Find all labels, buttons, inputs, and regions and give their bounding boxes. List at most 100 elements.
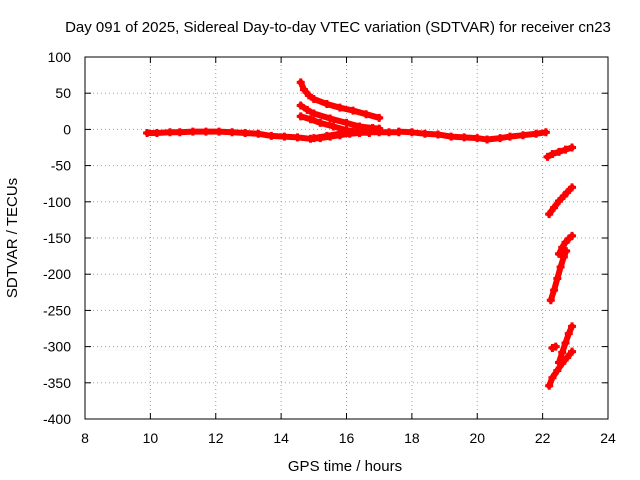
data-point xyxy=(553,366,562,375)
data-point xyxy=(362,110,371,119)
data-point xyxy=(375,125,384,134)
y-axis-label: SDTVAR / TECUs xyxy=(4,178,21,298)
data-point xyxy=(322,100,331,109)
data-point xyxy=(519,131,528,140)
data-point xyxy=(554,358,563,367)
data-point xyxy=(254,129,263,138)
data-point xyxy=(384,128,393,137)
data-point xyxy=(304,91,313,100)
x-axis-label: GPS time / hours xyxy=(288,458,402,475)
y-axis-ticks: 100 50 0 -50 -100 -150 -200 -250 -300 -350 -400 xyxy=(43,49,608,427)
data-point xyxy=(568,231,577,240)
data-point xyxy=(280,132,289,141)
data-point xyxy=(496,134,505,143)
data-point xyxy=(306,115,315,124)
chart-title: Day 091 of 2025, Sidereal Day-to-day VTE… xyxy=(65,19,611,36)
data-point xyxy=(215,127,224,136)
data-layer xyxy=(143,78,577,390)
data-point xyxy=(561,145,570,154)
data-point xyxy=(349,127,358,136)
x-tick-label: 8 xyxy=(81,430,89,446)
data-point xyxy=(342,118,351,127)
data-point xyxy=(563,188,572,197)
data-point xyxy=(545,381,554,390)
data-point xyxy=(296,78,305,87)
data-point xyxy=(568,143,577,152)
data-point xyxy=(564,329,573,338)
data-point xyxy=(228,128,237,137)
data-point xyxy=(558,348,567,357)
data-point xyxy=(349,106,358,115)
series-drop-5 xyxy=(548,342,560,353)
data-point xyxy=(568,347,577,356)
y-tick-label: -300 xyxy=(43,339,71,355)
data-point xyxy=(267,131,276,140)
data-point xyxy=(375,113,384,122)
series-drop-6 xyxy=(545,347,577,390)
y-tick-label: -100 xyxy=(43,194,71,210)
data-point xyxy=(434,130,443,139)
data-point xyxy=(447,132,456,141)
data-point xyxy=(548,150,557,159)
x-tick-label: 10 xyxy=(143,430,159,446)
data-point xyxy=(165,128,174,137)
data-point xyxy=(296,112,305,121)
grid xyxy=(85,57,608,419)
data-point xyxy=(556,262,565,271)
data-point xyxy=(316,118,325,127)
x-tick-label: 20 xyxy=(469,430,485,446)
data-point xyxy=(201,127,210,136)
series-drop-2 xyxy=(545,183,577,219)
x-tick-label: 16 xyxy=(339,430,355,446)
data-point xyxy=(553,274,562,283)
data-point xyxy=(541,128,550,137)
y-tick-label: 100 xyxy=(48,49,72,65)
data-point xyxy=(335,129,344,138)
data-point xyxy=(559,252,568,261)
y-tick-label: -250 xyxy=(43,302,71,318)
data-point xyxy=(546,296,555,305)
data-point xyxy=(568,183,577,192)
data-point xyxy=(293,133,302,142)
x-axis-ticks: 8 10 12 14 16 18 20 22 24 xyxy=(81,57,616,446)
data-point xyxy=(309,134,318,143)
data-point xyxy=(473,134,482,143)
data-point xyxy=(309,109,318,118)
data-point xyxy=(143,129,152,138)
y-tick-label: -400 xyxy=(43,411,71,427)
series-drop-7 xyxy=(554,322,577,367)
x-tick-label: 12 xyxy=(208,430,224,446)
y-tick-label: -50 xyxy=(51,158,71,174)
data-point xyxy=(545,210,554,219)
data-point xyxy=(554,249,563,258)
data-point xyxy=(188,127,197,136)
data-point xyxy=(296,101,305,110)
data-point xyxy=(554,147,563,156)
y-tick-label: -200 xyxy=(43,266,71,282)
data-point xyxy=(175,128,184,137)
x-tick-label: 14 xyxy=(273,430,289,446)
x-tick-label: 24 xyxy=(600,430,616,446)
x-tick-label: 22 xyxy=(535,430,551,446)
data-point xyxy=(460,133,469,142)
data-point xyxy=(551,342,560,351)
data-point xyxy=(300,85,309,94)
data-point xyxy=(483,135,492,144)
data-point xyxy=(568,322,577,331)
data-point xyxy=(554,197,563,206)
y-tick-label: -350 xyxy=(43,375,71,391)
y-tick-label: 0 xyxy=(63,121,71,137)
y-tick-label: 50 xyxy=(55,85,71,101)
data-point xyxy=(543,152,552,161)
data-point xyxy=(326,114,335,123)
data-point xyxy=(394,127,403,136)
data-point xyxy=(303,105,312,114)
data-point xyxy=(152,129,161,138)
data-point xyxy=(532,129,541,138)
series-drop-4 xyxy=(554,231,577,258)
data-point xyxy=(505,132,514,141)
data-point xyxy=(335,103,344,112)
data-point xyxy=(563,353,572,362)
series-arc-1 xyxy=(296,78,384,122)
data-point xyxy=(309,94,318,103)
